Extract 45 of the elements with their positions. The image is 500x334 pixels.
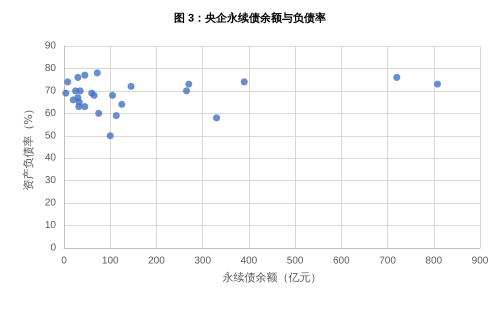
x-tick-label: 700 xyxy=(379,256,396,266)
y-tick-label: 20 xyxy=(44,198,56,209)
y-tick-label: 30 xyxy=(44,175,56,186)
x-tick-label: 600 xyxy=(332,256,350,266)
point xyxy=(62,90,70,97)
x-tick-label: 0 xyxy=(61,256,68,266)
y-tick-label: 0 xyxy=(50,242,56,254)
point xyxy=(109,92,116,99)
y-axis-title: 资产负债率（%） xyxy=(22,103,35,191)
point xyxy=(118,100,126,108)
x-tick-label: 100 xyxy=(102,256,119,266)
point xyxy=(393,74,400,81)
point xyxy=(81,103,88,110)
y-tick-label: 80 xyxy=(44,62,56,74)
point xyxy=(106,132,114,140)
point xyxy=(64,78,72,86)
point xyxy=(74,74,82,81)
y-tick-label: 90 xyxy=(44,40,56,52)
point xyxy=(128,82,135,90)
point xyxy=(240,78,248,86)
x-tick-label: 500 xyxy=(286,256,304,266)
x-tick-label: 300 xyxy=(194,256,212,266)
x-tick-label: 900 xyxy=(472,256,489,266)
x-tick-label: 400 xyxy=(240,256,258,266)
point xyxy=(182,87,190,94)
y-tick-label: 10 xyxy=(44,220,56,232)
point xyxy=(81,72,88,79)
point xyxy=(112,112,120,120)
point xyxy=(434,80,441,88)
x-tick-label: 200 xyxy=(148,256,166,266)
point xyxy=(95,110,102,117)
y-tick-label: 50 xyxy=(44,130,56,142)
point xyxy=(185,80,192,88)
y-tick-label: 70 xyxy=(44,85,56,96)
x-tick-label: 800 xyxy=(425,256,443,266)
point xyxy=(70,96,77,104)
point xyxy=(213,114,220,122)
point xyxy=(90,92,98,99)
chart-title: 图 3：央企永续债余额与负债率 xyxy=(174,12,326,24)
x-axis-title: 永续债余额（亿元） xyxy=(222,271,322,284)
y-tick-label: 40 xyxy=(44,152,56,164)
point xyxy=(76,87,84,94)
point xyxy=(94,69,101,76)
y-tick-label: 60 xyxy=(44,108,56,119)
point xyxy=(76,98,83,106)
